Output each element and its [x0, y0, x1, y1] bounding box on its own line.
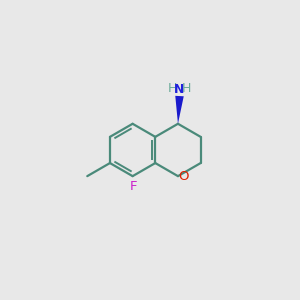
Polygon shape: [175, 96, 184, 124]
Text: O: O: [178, 170, 189, 183]
Text: H: H: [168, 82, 177, 95]
Text: N: N: [174, 83, 185, 96]
Text: F: F: [130, 180, 137, 194]
Text: H: H: [182, 82, 191, 95]
